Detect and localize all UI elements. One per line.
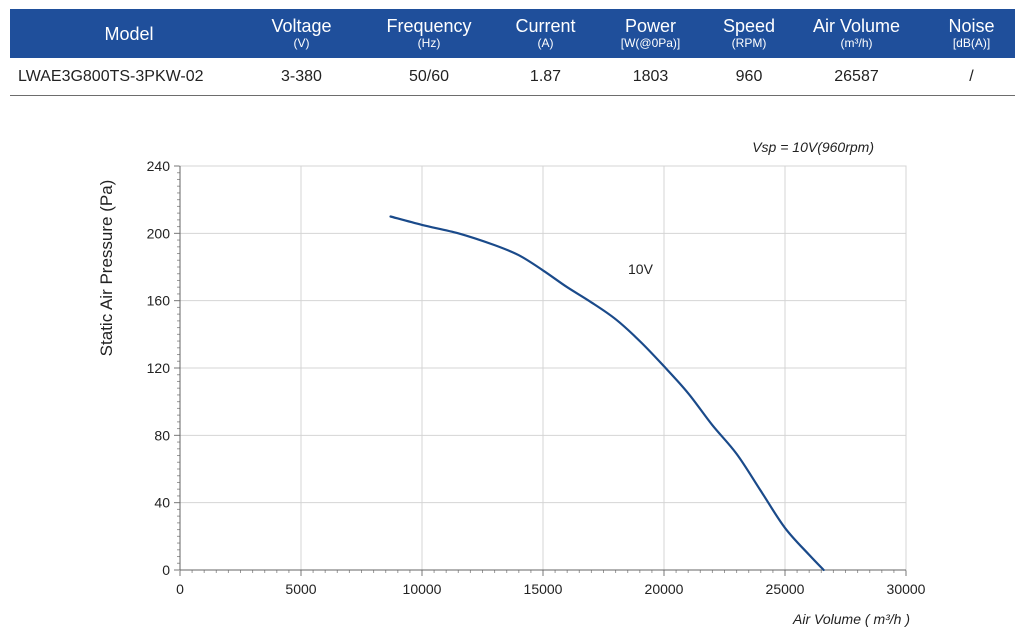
cell-speed: 960 — [713, 58, 785, 96]
cell-power: 1803 — [588, 58, 713, 96]
x-tick-label: 0 — [176, 581, 184, 597]
x-tick-label: 15000 — [524, 581, 563, 597]
cell-noise: / — [928, 58, 1015, 96]
cell-air-volume: 26587 — [785, 58, 928, 96]
y-tick-labels: 0 40 80 120 160 200 240 — [147, 158, 171, 578]
x-tick-label: 10000 — [403, 581, 442, 597]
y-tick-label: 0 — [162, 562, 170, 578]
spec-header-row: Model Voltage (V) Frequency (Hz) Current (A… — [10, 9, 1015, 58]
cell-current: 1.87 — [503, 58, 588, 96]
spec-data-row: LWAE3G800TS-3PKW-02 3-380 50/60 1.87 180… — [10, 58, 1015, 96]
x-axis-label: Air Volume ( m³/h ) — [792, 611, 910, 627]
col-speed: Speed (RPM) — [713, 9, 785, 58]
y-tick-label: 240 — [147, 158, 171, 174]
chart-minor-ticks — [177, 172, 895, 573]
col-voltage: Voltage (V) — [248, 9, 355, 58]
chart-grid — [180, 165, 907, 570]
cell-frequency: 50/60 — [355, 58, 503, 96]
x-tick-label: 20000 — [645, 581, 684, 597]
x-tick-label: 30000 — [887, 581, 926, 597]
y-tick-label: 80 — [154, 427, 170, 443]
y-tick-label: 160 — [147, 293, 171, 309]
cell-voltage: 3-380 — [248, 58, 355, 96]
col-air-volume: Air Volume (m³/h) — [785, 9, 928, 58]
series-layer — [389, 215, 825, 572]
chart-axes — [174, 165, 907, 576]
col-power: Power [W(@0Pa)] — [588, 9, 713, 58]
cell-model: LWAE3G800TS-3PKW-02 — [10, 58, 248, 96]
x-tick-label: 5000 — [285, 581, 316, 597]
col-noise: Noise [dB(A)] — [928, 9, 1015, 58]
col-frequency: Frequency (Hz) — [355, 9, 503, 58]
y-tick-label: 200 — [147, 225, 171, 241]
col-current: Current (A) — [503, 9, 588, 58]
y-tick-label: 120 — [147, 360, 171, 376]
y-axis-label: Static Air Pressure (Pa) — [97, 180, 116, 357]
x-tick-label: 25000 — [766, 581, 805, 597]
series-label-10v: 10V — [628, 261, 654, 277]
col-model: Model — [10, 9, 248, 58]
series-line-10v — [389, 215, 825, 572]
x-tick-labels: 0 5000 10000 15000 20000 25000 30000 — [176, 581, 926, 597]
spec-table: Model Voltage (V) Frequency (Hz) Current (A… — [10, 9, 1015, 96]
y-tick-label: 40 — [154, 495, 170, 511]
vsp-annotation: Vsp = 10V(960rpm) — [752, 139, 874, 155]
